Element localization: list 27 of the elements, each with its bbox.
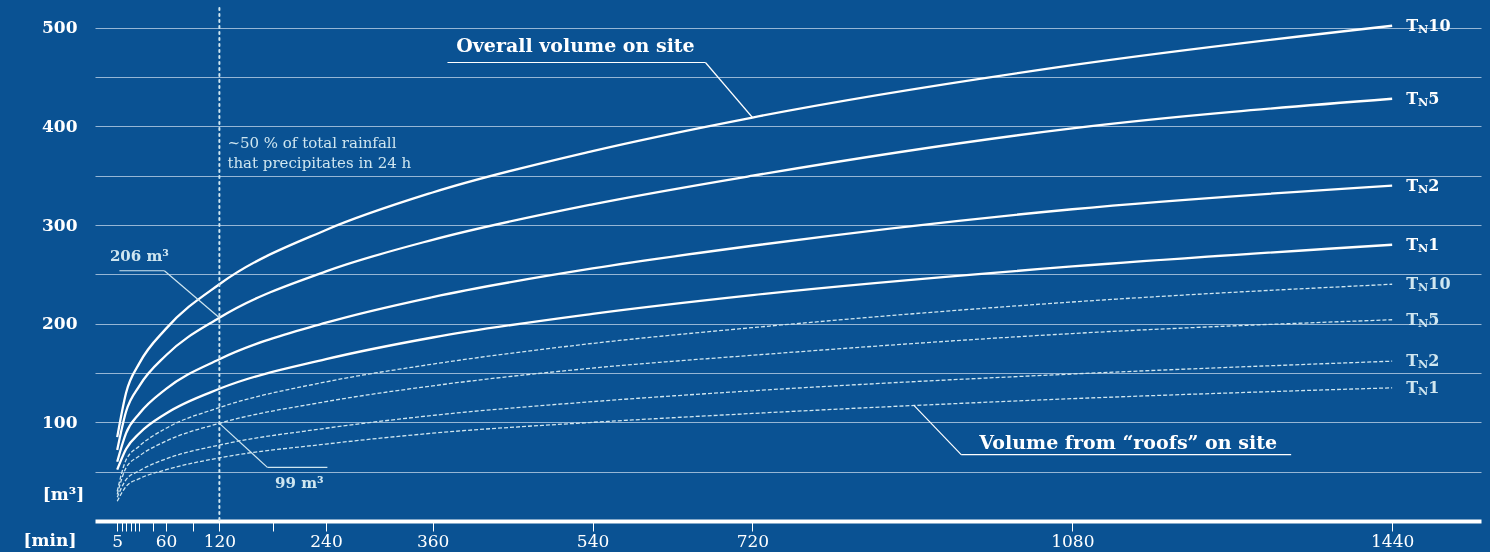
y-tick-label: 100 bbox=[42, 411, 78, 432]
x-tick-label: 5 bbox=[112, 530, 124, 551]
x-axis-title: [min] bbox=[23, 530, 77, 550]
series-label: T$_{N}$2 bbox=[1406, 175, 1440, 196]
y-tick-label: 500 bbox=[42, 17, 78, 38]
annotation: Volume from “roofs” on site bbox=[978, 430, 1277, 453]
y-tick-label: 200 bbox=[42, 313, 78, 334]
annotation: 206 m³ bbox=[109, 246, 169, 265]
y-tick-label: 300 bbox=[42, 214, 78, 235]
x-tick-label: 60 bbox=[155, 530, 178, 551]
ref-line-label: ~50 % of total rainfall that precipitates in 24 h bbox=[227, 134, 412, 172]
y-axis-title: [m³] bbox=[42, 483, 85, 504]
y-tick-label: 400 bbox=[42, 115, 78, 136]
x-tick-label: 360 bbox=[416, 530, 450, 551]
series-label: T$_{N}$10 bbox=[1406, 274, 1451, 294]
x-tick-label: 540 bbox=[576, 530, 610, 551]
series-label: T$_{N}$1 bbox=[1406, 377, 1440, 398]
series-label: T$_{N}$1 bbox=[1406, 234, 1440, 255]
x-tick-label: 240 bbox=[310, 530, 343, 551]
series-label: T$_{N}$2 bbox=[1406, 351, 1440, 371]
x-tick-label: 720 bbox=[736, 530, 770, 551]
annotation: Overall volume on site bbox=[456, 33, 695, 56]
x-tick-label: 1440 bbox=[1371, 530, 1415, 551]
annotation: 99 m³ bbox=[275, 474, 324, 493]
series-label: T$_{N}$5 bbox=[1406, 88, 1440, 109]
x-tick-label: 120 bbox=[203, 530, 237, 551]
x-tick-label: 1080 bbox=[1051, 530, 1095, 551]
